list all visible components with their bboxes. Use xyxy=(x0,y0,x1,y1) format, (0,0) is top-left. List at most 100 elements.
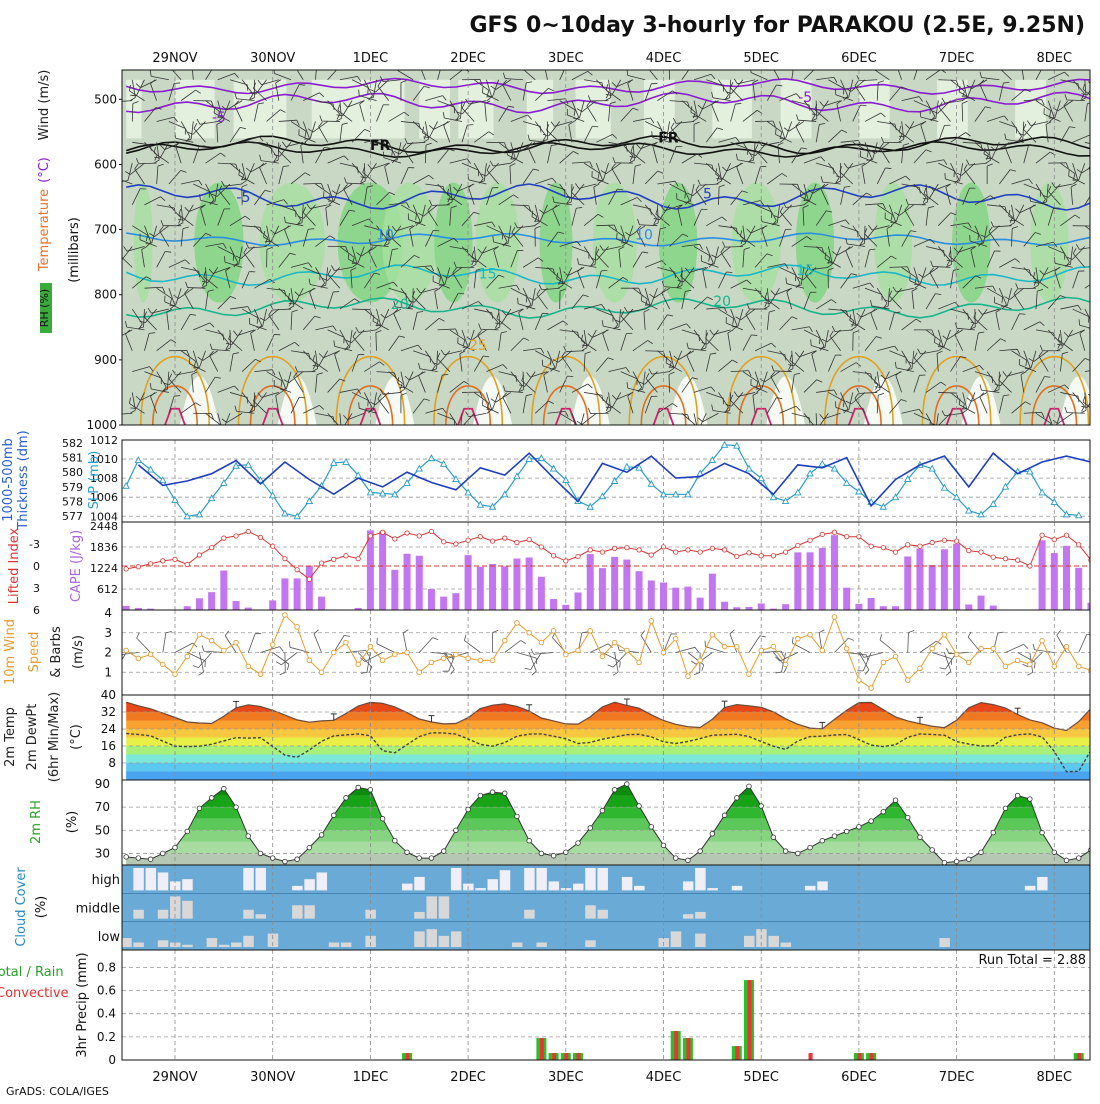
wind-speed-point xyxy=(454,652,459,657)
wind-barb-feather xyxy=(794,61,800,62)
lifted-index-point xyxy=(722,548,726,552)
lifted-index-point xyxy=(857,534,861,538)
rh-band xyxy=(122,819,1090,831)
wind-barb-feather xyxy=(112,409,115,414)
wind-speed-point xyxy=(979,646,984,651)
date-label-bottom: 1DEC xyxy=(353,1070,389,1085)
lifted-index-point xyxy=(441,540,445,544)
wind-speed-point xyxy=(893,654,898,659)
pressure-tick-label: 1000 xyxy=(86,418,117,432)
cloud-cell xyxy=(781,943,792,947)
wind-barb-feather xyxy=(940,668,946,669)
cloud-cell xyxy=(158,872,169,890)
wind-barb-feather xyxy=(1096,247,1100,249)
rh-point xyxy=(551,853,556,858)
lifted-index-point xyxy=(686,548,690,552)
rh-point xyxy=(173,845,178,850)
cape-bar xyxy=(807,552,814,610)
wind-speed-point xyxy=(661,650,666,655)
cape-bar xyxy=(281,578,288,610)
cape-bar xyxy=(501,566,508,610)
cape-bar xyxy=(758,603,765,610)
date-label-top: 7DEC xyxy=(939,51,975,66)
wind-barb-feather xyxy=(455,431,461,433)
wind-speed-point xyxy=(881,660,886,665)
cloud-cell xyxy=(182,945,193,947)
wind-speed-point xyxy=(722,644,727,649)
wind-speed-point xyxy=(344,640,349,645)
cloud-cell xyxy=(707,888,718,890)
date-label-top: 29NOV xyxy=(152,51,197,66)
precip-conv-bar xyxy=(1077,1053,1081,1060)
cape-bar xyxy=(196,598,203,610)
cape-bar xyxy=(965,605,972,610)
wind-barb-feather xyxy=(930,431,936,432)
rh-point xyxy=(234,805,239,810)
lifted-index-point xyxy=(918,544,922,548)
wind-speed-point xyxy=(686,674,691,679)
slp-point xyxy=(123,483,129,489)
slp-point xyxy=(1039,489,1045,495)
wind-speed-point xyxy=(234,640,239,645)
wind-barb-feather xyxy=(812,427,818,428)
lifted-index-point xyxy=(1015,558,1019,562)
lifted-index-point xyxy=(881,545,885,549)
lifted-index-point xyxy=(844,534,848,538)
cloud-cell xyxy=(158,910,169,919)
li-tick-label: 6 xyxy=(33,604,40,617)
cape-bar xyxy=(379,531,386,610)
ylabel-barbs: & Barbs xyxy=(49,626,64,678)
lifted-index-point xyxy=(466,538,470,542)
rh-point xyxy=(1003,806,1008,811)
date-label-top: 5DEC xyxy=(743,51,779,66)
lifted-index-point xyxy=(906,543,910,547)
wind-barb-feather xyxy=(691,661,696,664)
cloud-plot xyxy=(121,865,1100,950)
wind-barb xyxy=(1094,309,1097,327)
ylabel-precip: 3hr Precip (mm) xyxy=(75,952,90,1057)
rh-point xyxy=(857,825,862,830)
rh-point xyxy=(356,785,361,790)
lifted-index-point xyxy=(503,536,507,540)
cloud-cell xyxy=(292,905,303,918)
cloud-cell xyxy=(121,938,131,947)
wind-barb-feather xyxy=(116,650,119,655)
wind-speed-point xyxy=(393,652,398,657)
isotherm-label: 20 xyxy=(713,294,731,310)
lifted-index-point xyxy=(197,553,201,557)
date-label-top: 2DEC xyxy=(450,51,486,66)
temp-band xyxy=(122,763,1090,772)
ylabel-rh: RH (%) xyxy=(38,289,51,327)
cloud-cell xyxy=(439,896,450,918)
lifted-index-point xyxy=(429,529,433,533)
rh-point xyxy=(649,825,654,830)
cloud-cell xyxy=(512,943,523,947)
lifted-index-point xyxy=(417,534,421,538)
wind-barb-feather xyxy=(908,631,914,633)
wind-barb xyxy=(1096,249,1097,267)
rh-point xyxy=(661,843,666,848)
wind-barb-feather xyxy=(812,427,815,432)
wind-speed-point xyxy=(796,636,801,641)
wind-barb-feather xyxy=(359,402,360,408)
wind-speed-point xyxy=(600,654,605,659)
lifted-index-point xyxy=(832,530,836,534)
rh-point xyxy=(710,831,715,836)
wind-barb-feather xyxy=(608,665,614,667)
cloud-cell xyxy=(695,934,706,947)
temp-band xyxy=(122,712,1090,721)
cape-bar xyxy=(672,588,679,610)
precip-conv-bar xyxy=(857,1053,861,1060)
rh-point xyxy=(844,829,849,834)
wind-speed-point xyxy=(1089,668,1094,673)
temp-band xyxy=(122,755,1090,764)
date-label-bottom: 2DEC xyxy=(450,1070,486,1085)
wind-barb xyxy=(377,644,395,653)
rh-point xyxy=(942,860,947,865)
rh-point xyxy=(417,856,422,861)
cloud-cell xyxy=(805,886,816,890)
lifted-index-point xyxy=(588,548,592,552)
lifted-index-point xyxy=(185,562,189,566)
wind-speed-point xyxy=(295,625,300,630)
cloud-cell xyxy=(744,936,755,947)
